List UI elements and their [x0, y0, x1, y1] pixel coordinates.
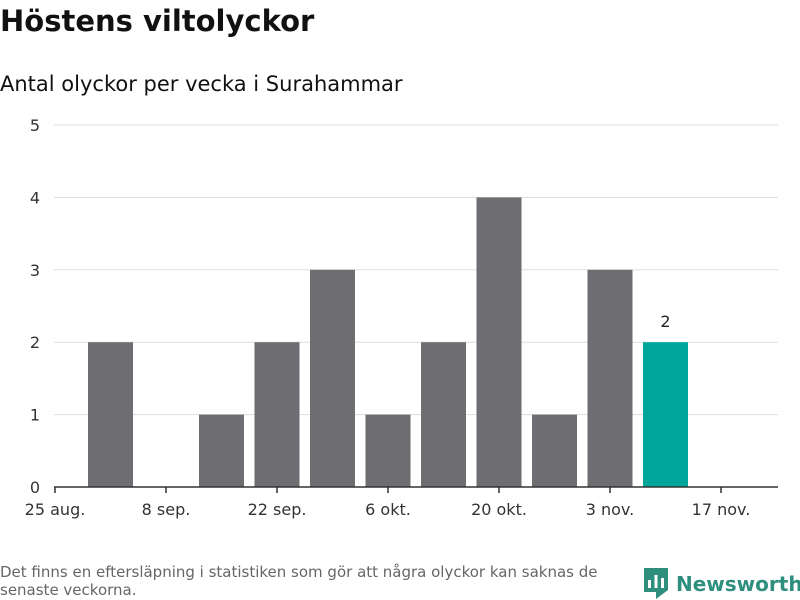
- x-tick-label: 20 okt.: [471, 500, 527, 519]
- y-tick-label: 5: [30, 116, 40, 135]
- x-tick-label: 17 nov.: [692, 500, 751, 519]
- bar: [587, 269, 633, 487]
- y-tick-label: 0: [30, 478, 40, 497]
- brand-logo: Newsworthy: [644, 568, 800, 600]
- chart-title: Höstens viltolyckor: [0, 4, 315, 38]
- bar: [254, 342, 300, 487]
- bar-highlight: [643, 342, 688, 487]
- y-tick-label: 4: [30, 188, 40, 207]
- bar: [365, 414, 411, 487]
- y-tick-label: 2: [30, 333, 40, 352]
- bar-chart: 0 1 2 3 4 5 2 25 aug. 8 sep. 22 sep. 6 okt. 20 okt.…: [25, 116, 778, 519]
- x-tick-label: 8 sep.: [142, 500, 191, 519]
- footnote: Det finns en eftersläpning i statistiken…: [0, 563, 598, 599]
- x-tick-label: 22 sep.: [248, 500, 307, 519]
- chart-subtitle: Antal olyckor per vecka i Surahammar: [0, 72, 403, 96]
- bar: [199, 414, 244, 487]
- bar: [88, 342, 133, 487]
- data-label: 2: [660, 312, 670, 331]
- newsworthy-logo-icon: [644, 568, 668, 599]
- bar: [476, 197, 522, 487]
- bar: [421, 342, 466, 487]
- x-tick-label: 3 nov.: [586, 500, 635, 519]
- brand-name: Newsworthy: [676, 572, 800, 596]
- y-tick-label: 3: [30, 261, 40, 280]
- x-tick-label: 6 okt.: [365, 500, 411, 519]
- x-tick-label: 25 aug.: [25, 500, 86, 519]
- y-tick-label: 1: [30, 406, 40, 425]
- bar: [532, 414, 577, 487]
- bar: [310, 269, 355, 487]
